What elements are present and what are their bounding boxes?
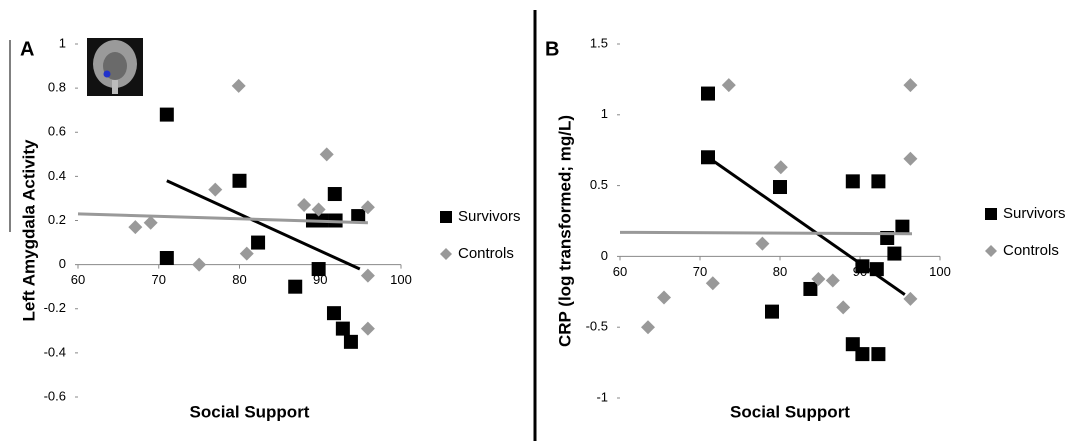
- y-tick-label: -0.4: [44, 344, 66, 359]
- y-tick-label: 0.4: [48, 168, 66, 183]
- y-tick-label: 0.5: [590, 177, 608, 192]
- panel-label: A: [20, 38, 34, 60]
- x-tick-label: 100: [390, 272, 412, 287]
- survivor-point: [887, 246, 902, 261]
- survivor-point: [159, 107, 174, 122]
- y-tick-label: 0.2: [48, 212, 66, 227]
- survivor-point: [335, 321, 350, 336]
- control-point: [128, 220, 143, 235]
- survivor-point: [288, 279, 303, 294]
- survivor-point: [803, 281, 818, 296]
- survivor-point: [311, 262, 326, 277]
- x-tick-label: 70: [693, 264, 707, 279]
- legend-marker: [985, 208, 997, 220]
- trend-line: [619, 230, 913, 236]
- survivor-point: [855, 347, 870, 362]
- x-tick-label: 60: [71, 272, 85, 287]
- control-point: [836, 300, 851, 315]
- control-point: [903, 291, 918, 306]
- control-point: [311, 202, 326, 217]
- y-tick-label: 0: [59, 256, 66, 271]
- control-point: [811, 272, 826, 287]
- y-tick-label: 1: [601, 106, 608, 121]
- control-point: [705, 276, 720, 291]
- y-tick-label: -0.5: [586, 319, 608, 334]
- control-point: [903, 78, 918, 93]
- trend-line: [77, 212, 368, 225]
- control-point: [360, 321, 375, 336]
- y-tick-label: -0.2: [44, 300, 66, 315]
- y-tick-label: 0.6: [48, 124, 66, 139]
- legend-marker: [440, 248, 452, 260]
- x-axis-title: Social Support: [730, 402, 850, 421]
- panel-label: B: [545, 38, 559, 60]
- survivor-point: [765, 304, 779, 319]
- control-point: [360, 268, 375, 283]
- control-point: [231, 78, 246, 93]
- trend-line: [707, 156, 906, 296]
- control-point: [239, 246, 254, 261]
- x-tick-label: 80: [232, 272, 246, 287]
- survivor-point: [701, 86, 715, 101]
- legend-label: Controls: [1003, 242, 1059, 259]
- legend-label: Survivors: [1003, 205, 1066, 222]
- control-point: [208, 182, 223, 197]
- control-point: [641, 320, 655, 335]
- control-point: [755, 236, 770, 251]
- control-point: [360, 200, 375, 215]
- legend-label: Survivors: [458, 208, 521, 225]
- y-tick-label: 0: [601, 248, 608, 263]
- legend-label: Controls: [458, 245, 514, 262]
- y-tick-label: 1.5: [590, 35, 608, 50]
- control-point: [903, 151, 918, 166]
- control-point: [297, 198, 312, 213]
- y-tick-label: 0.8: [48, 80, 66, 95]
- control-point: [721, 78, 736, 93]
- control-point: [319, 147, 334, 162]
- survivor-point: [251, 235, 266, 250]
- survivor-point: [351, 209, 366, 224]
- x-tick-label: 60: [613, 264, 627, 279]
- legend-marker: [440, 211, 452, 223]
- survivor-point: [773, 180, 787, 195]
- y-tick-label: -0.6: [44, 388, 66, 403]
- survivor-point: [232, 173, 247, 188]
- survivor-point: [343, 334, 358, 349]
- control-point: [143, 215, 158, 230]
- x-tick-label: 80: [773, 264, 787, 279]
- x-tick-label: 100: [929, 264, 951, 279]
- survivor-point: [159, 251, 174, 266]
- brain-thumbnail: [87, 38, 143, 96]
- y-tick-label: -1: [596, 389, 608, 404]
- y-tick-label: 1: [59, 35, 66, 50]
- control-point: [773, 160, 788, 175]
- survivor-point: [327, 187, 342, 202]
- survivor-point: [895, 219, 910, 234]
- x-tick-label: 70: [152, 272, 166, 287]
- control-point: [825, 273, 840, 288]
- trend-line: [166, 179, 361, 271]
- survivor-point: [326, 306, 341, 321]
- survivor-point: [871, 174, 886, 189]
- survivor-point: [871, 347, 886, 362]
- survivor-point: [845, 174, 860, 189]
- legend-marker: [985, 245, 997, 257]
- x-axis-title: Social Support: [190, 402, 310, 421]
- control-point: [192, 257, 207, 272]
- y-axis-title: Left Amygdala Activity: [19, 139, 38, 322]
- control-point: [657, 290, 671, 305]
- y-axis-title: CRP (log transformed; mg/L): [555, 115, 574, 347]
